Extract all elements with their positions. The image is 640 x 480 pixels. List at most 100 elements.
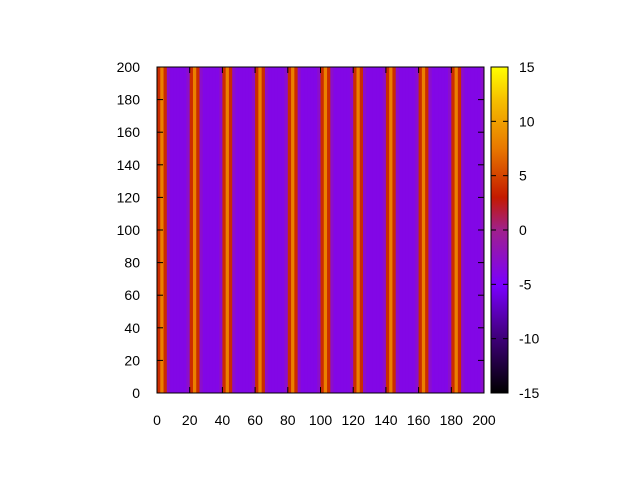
y-tick-label: 200	[117, 59, 141, 75]
heatmap-cell	[307, 67, 312, 393]
heatmap-cell	[294, 67, 299, 393]
x-tick-label: 0	[153, 412, 161, 428]
heatmap-cell	[235, 67, 240, 393]
heatmap-cells	[157, 67, 485, 393]
heatmap-cell	[287, 67, 292, 393]
heatmap-cell	[353, 67, 357, 393]
heatmap-cell	[405, 67, 410, 393]
heatmap-cell	[333, 67, 338, 393]
heatmap-cell	[467, 67, 472, 393]
heatmap-cell	[173, 67, 178, 393]
heatmap-cell	[189, 67, 194, 393]
heatmap-cell	[274, 67, 279, 393]
colorbar-tick-label: -15	[519, 385, 539, 401]
heatmap-cell	[415, 67, 420, 393]
heatmap-cell	[392, 67, 397, 393]
x-tick-label: 100	[309, 412, 333, 428]
y-axis: 0 20 40 60 80 100 120 140 160 180 200	[117, 59, 484, 401]
heatmap-cell	[366, 67, 371, 393]
heatmap-cell	[356, 67, 361, 393]
heatmap-cell	[382, 67, 387, 393]
heatmap-cell	[192, 67, 197, 393]
heatmap-cell	[183, 67, 187, 393]
heatmap-cell	[291, 67, 295, 393]
heatmap-cell	[248, 67, 253, 393]
heatmap-cell	[379, 67, 384, 393]
heatmap-cell	[284, 67, 289, 393]
heatmap-cell	[359, 67, 364, 393]
heatmap-cell	[336, 67, 341, 393]
heatmap-cell	[320, 67, 325, 393]
heatmap-cell	[451, 67, 456, 393]
heatmap-cell	[428, 67, 433, 393]
heatmap-cell	[304, 67, 308, 393]
heatmap-cell	[317, 67, 321, 393]
heatmap-cell	[232, 67, 236, 393]
heatmap-cell	[464, 67, 469, 393]
heatmap-cell	[425, 67, 429, 393]
heatmap-cell	[238, 67, 243, 393]
y-tick-label: 0	[132, 385, 140, 401]
heatmap-cell	[261, 67, 266, 393]
heatmap-cell	[196, 67, 201, 393]
heatmap-cell	[206, 67, 210, 393]
heatmap-cell	[438, 67, 442, 393]
heatmap-cell	[474, 67, 478, 393]
heatmap-cell	[281, 67, 286, 393]
heatmap-cell	[444, 67, 449, 393]
heatmap-cell	[408, 67, 413, 393]
heatmap-cell	[245, 67, 250, 393]
heatmap-cell	[385, 67, 390, 393]
heatmap-cell	[215, 67, 220, 393]
heatmap-cell	[228, 67, 233, 393]
heatmap-cell	[372, 67, 377, 393]
heatmap-cell	[343, 67, 348, 393]
heatmap-cell	[179, 67, 184, 393]
heatmap-cell	[264, 67, 269, 393]
heatmap-cell	[219, 67, 223, 393]
heatmap-cell	[222, 67, 227, 393]
heatmap-cell	[431, 67, 436, 393]
heatmap-cell	[330, 67, 335, 393]
heatmap-cell	[421, 67, 426, 393]
heatmap-cell	[202, 67, 207, 393]
heatmap-cell	[166, 67, 171, 393]
heatmap-cell	[186, 67, 191, 393]
x-tick-label: 20	[182, 412, 198, 428]
x-tick-label: 60	[247, 412, 263, 428]
heatmap-cell	[277, 67, 282, 393]
x-tick-label: 140	[374, 412, 398, 428]
y-tick-label: 160	[117, 124, 141, 140]
heatmap-cell	[327, 67, 331, 393]
heatmap-cell	[412, 67, 416, 393]
colorbar-tick-label: 15	[519, 59, 535, 75]
heatmap-cell	[310, 67, 315, 393]
colorbar-tick-label: 0	[519, 222, 527, 238]
x-tick-label: 200	[472, 412, 496, 428]
x-tick-label: 180	[440, 412, 464, 428]
heatmap-cell	[346, 67, 351, 393]
heatmap-cell	[398, 67, 403, 393]
heatmap-cell	[163, 67, 168, 393]
heatmap-cell	[170, 67, 174, 393]
x-tick-label: 160	[407, 412, 431, 428]
x-tick-label: 80	[280, 412, 296, 428]
colorbar-tick-label: -5	[519, 276, 532, 292]
heatmap-cell	[300, 67, 305, 393]
heatmap-cell	[418, 67, 423, 393]
heatmap-cell	[251, 67, 256, 393]
heatmap-cell	[461, 67, 465, 393]
x-tick-label: 40	[215, 412, 231, 428]
heatmap-cell	[448, 67, 452, 393]
y-tick-label: 60	[124, 287, 140, 303]
x-tick-label: 120	[342, 412, 366, 428]
y-tick-label: 180	[117, 92, 141, 108]
colorbar-tick-label: 10	[519, 113, 535, 129]
heatmap-cell	[199, 67, 204, 393]
heatmap-cell	[389, 67, 393, 393]
heatmap-cell	[434, 67, 439, 393]
x-axis: 0 20 40 60 80 100 120 140 160 180 200	[153, 67, 496, 428]
heatmap-cell	[225, 67, 230, 393]
heatmap-cell	[441, 67, 446, 393]
